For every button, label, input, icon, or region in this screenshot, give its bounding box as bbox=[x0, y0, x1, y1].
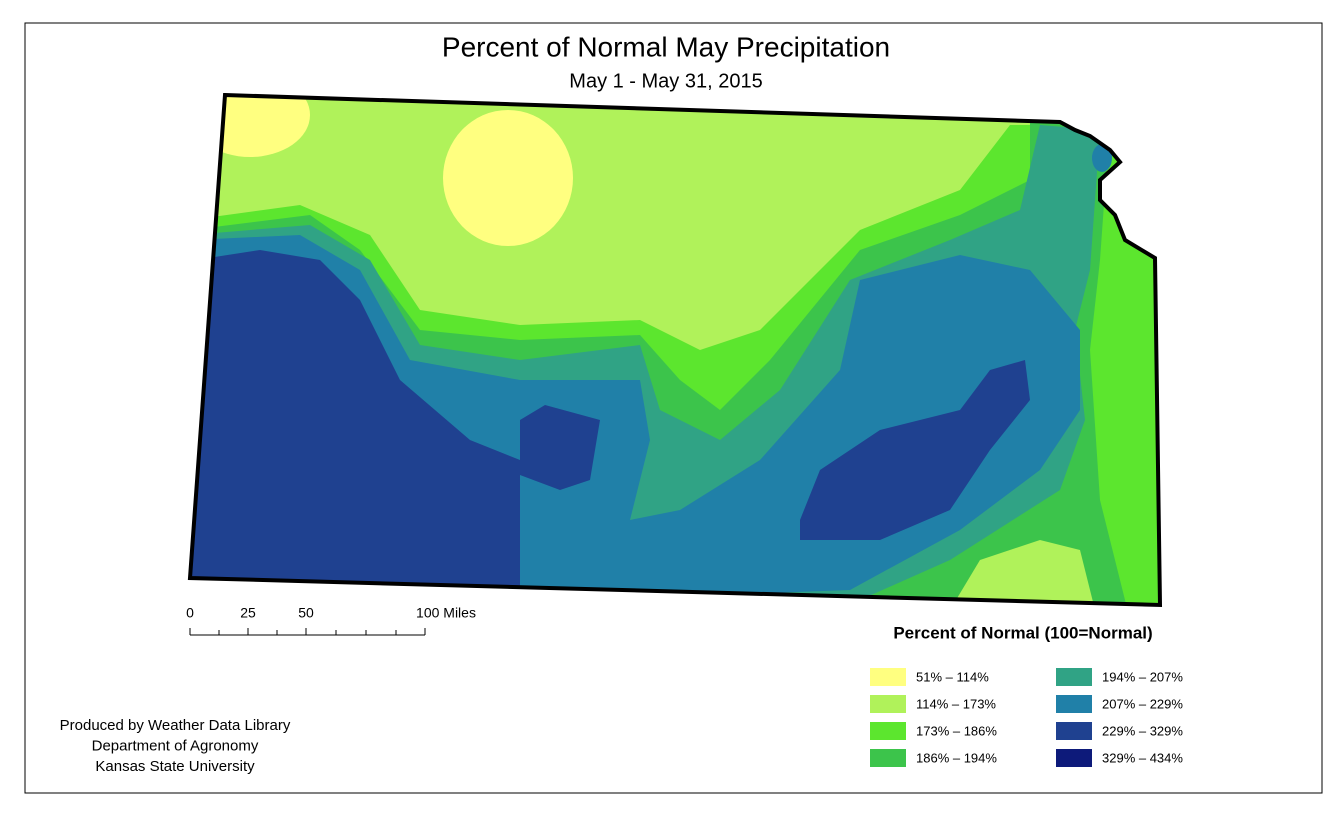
scale-label: 0 bbox=[186, 605, 194, 621]
zone bbox=[443, 110, 573, 246]
scale-label: 25 bbox=[240, 605, 256, 621]
zone bbox=[1092, 144, 1112, 172]
scale-label: 50 bbox=[298, 605, 314, 621]
legend-label: 186% – 194% bbox=[916, 750, 997, 765]
legend-swatch bbox=[1056, 749, 1092, 767]
zone bbox=[950, 540, 1095, 605]
legend-label: 173% – 186% bbox=[916, 723, 997, 738]
credits: Produced by Weather Data Library Departme… bbox=[60, 717, 291, 775]
credit-line: Department of Agronomy bbox=[92, 737, 259, 754]
credit-line: Kansas State University bbox=[95, 758, 255, 775]
legend-label: 207% – 229% bbox=[1102, 696, 1183, 711]
legend-swatch bbox=[1056, 695, 1092, 713]
scale-labels: 0 25 50 100 Miles bbox=[186, 605, 476, 621]
legend-label: 329% – 434% bbox=[1102, 750, 1183, 765]
legend-swatch bbox=[870, 749, 906, 767]
legend-label: 51% – 114% bbox=[916, 669, 989, 684]
state-outline bbox=[187, 92, 1163, 608]
zone bbox=[800, 360, 1030, 540]
legend-label: 229% – 329% bbox=[1102, 723, 1183, 738]
legend-swatch bbox=[1056, 668, 1092, 686]
zone bbox=[190, 250, 600, 600]
legend-swatch bbox=[870, 722, 906, 740]
subtitle: May 1 - May 31, 2015 bbox=[569, 70, 762, 92]
precipitation-zones bbox=[190, 95, 1160, 605]
legend-swatch bbox=[870, 695, 906, 713]
legend-label: 114% – 173% bbox=[916, 696, 996, 711]
legend: 51% – 114% 114% – 173% 173% – 186% 186% – 1… bbox=[870, 668, 1183, 767]
scale-bar bbox=[189, 628, 426, 636]
legend-swatch bbox=[1056, 722, 1092, 740]
scale-label: 100 Miles bbox=[416, 605, 476, 621]
legend-title: Percent of Normal (100=Normal) bbox=[893, 623, 1152, 642]
title: Percent of Normal May Precipitation bbox=[442, 31, 890, 62]
legend-swatch bbox=[870, 668, 906, 686]
legend-label: 194% – 207% bbox=[1102, 669, 1183, 684]
credit-line: Produced by Weather Data Library bbox=[60, 717, 291, 734]
